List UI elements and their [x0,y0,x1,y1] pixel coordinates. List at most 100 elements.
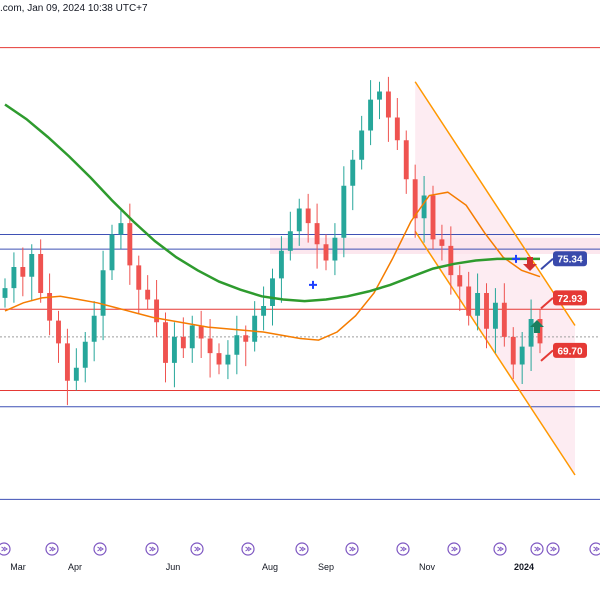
candle-body [501,302,507,337]
price-tag-pointer [540,257,554,270]
event-marker-icon[interactable] [45,542,59,556]
candle-body [323,244,329,261]
candle-body [350,159,356,186]
price-tag-label: 75.34 [557,255,582,266]
candle-body [136,265,142,290]
horizontal-levels [0,47,600,500]
candle-body [100,270,106,316]
x-tick-label: Mar [10,562,26,572]
price-tag-label: 69.70 [557,346,582,357]
candle-body [145,289,151,300]
event-glyph [299,546,306,552]
x-tick-label: Jun [166,562,181,572]
ma-line-fast [4,191,541,341]
candle-body [270,278,275,306]
candle-body [421,195,427,219]
x-tick-label: Aug [262,562,278,572]
event-glyph [49,546,56,552]
event-marker-icon[interactable] [396,542,410,556]
event-marker-icon[interactable] [145,542,159,556]
candle-body [466,286,472,316]
candle-body [341,185,347,238]
candle-body [359,130,365,160]
candle-body [448,245,454,276]
candle-body [252,315,258,342]
event-glyph [593,546,600,552]
candle-body [118,223,124,235]
candle-body [510,336,516,365]
candle-body [457,275,463,287]
channel-shading [415,81,575,475]
price-tag-0: 75.34 [540,251,587,270]
candle-body [475,293,481,316]
candle-body [430,195,436,240]
event-marker-icon[interactable] [93,542,107,556]
candle-body [73,367,79,381]
candle-body [412,179,418,219]
moving-averages [4,103,541,341]
event-marker-icon[interactable] [345,542,359,556]
price-tag-box [553,342,587,358]
candle-body [198,325,204,339]
candle-body [207,338,213,354]
price-tag-box [553,290,587,306]
event-glyph [97,546,104,552]
candle-body [171,336,177,363]
event-glyph [550,546,557,552]
event-marker-icon[interactable] [589,542,600,556]
candle-body [38,254,44,293]
price-tag-pointer [540,297,554,310]
candle-body [47,293,53,321]
candle-body [163,322,168,363]
event-marker-icon[interactable] [190,542,204,556]
event-glyph [451,546,458,552]
candle-body [261,306,267,316]
event-marker-icon[interactable] [295,542,309,556]
candle-body [403,140,409,180]
candle-body [439,239,445,246]
candle-body [377,91,382,100]
event-marker-icon[interactable] [447,542,461,556]
x-tick-label: Nov [419,562,436,572]
x-tick-label: 2024 [514,562,534,572]
price-tag-1: 72.93 [540,290,587,310]
price-tag-2: 69.70 [540,342,587,362]
channel-upper-line [414,81,576,326]
candle-body [109,234,115,271]
candle-body [2,288,8,298]
candle-body [492,302,498,329]
event-glyph [1,546,8,552]
candle-body [368,99,374,131]
candle-body [305,208,311,224]
resistance-zone [270,237,600,254]
event-glyph [497,546,504,552]
price-tags: 75.34 72.93 69.70 [523,251,587,362]
candle-body [91,315,97,342]
event-markers[interactable] [0,542,600,556]
candle-body [243,335,249,342]
event-marker-icon[interactable] [0,542,11,556]
candle-body [296,208,302,232]
x-tick-label: Sep [318,562,334,572]
event-glyph [149,546,156,552]
event-marker-icon[interactable] [241,542,255,556]
event-marker-icon[interactable] [546,542,560,556]
candle-body [332,237,338,261]
candle-body [394,117,400,141]
candlesticks [2,76,543,406]
candle-body [20,267,26,277]
event-marker-icon[interactable] [530,542,544,556]
ma-line-slow [4,103,540,303]
candle-body [234,335,240,355]
candle-body [314,223,320,245]
time-axis: Mar Apr Jun Aug Sep Nov 2024 [10,562,534,572]
candle-body [385,91,391,118]
candle-body [189,325,195,349]
event-circle [589,542,600,556]
cross-marker-0 [309,280,317,289]
event-marker-icon[interactable] [493,542,507,556]
candle-body [519,346,525,365]
candle-body [484,293,489,329]
